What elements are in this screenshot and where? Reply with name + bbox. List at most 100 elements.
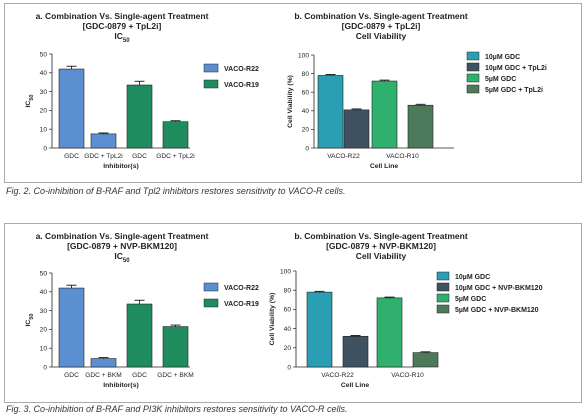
chart-title: b. Combination Vs. Single-agent Treatmen… <box>294 231 467 241</box>
y-tick-label: 50 <box>40 51 48 58</box>
x-tick-label: GDC <box>64 372 79 379</box>
legend-swatch <box>436 282 450 292</box>
y-tick-label: 0 <box>287 364 291 371</box>
chart-fig3-ic50: a. Combination Vs. Single-agent Treatmen… <box>25 231 259 389</box>
chart-subtitle: [GDC-0879 + NVP-BKM120] <box>67 241 177 251</box>
legend-label: 10µM GDC <box>485 54 520 61</box>
x-tick-label: GDC + TpL2i <box>156 153 195 160</box>
chart-subtitle: [GDC-0879 + NVP-BKM120] <box>326 241 436 251</box>
legend-label: VACO-R22 <box>224 285 259 292</box>
legend-label: 10µM GDC <box>455 274 490 281</box>
y-tick-label: 40 <box>284 326 292 333</box>
y-axis-label: Cell Viability (%) <box>287 75 294 128</box>
x-axis-label: Inhibitor(s) <box>103 382 139 389</box>
x-tick-label: GDC <box>132 372 147 379</box>
x-axis-label: Inhibitor(s) <box>103 163 139 170</box>
y-tick-label: 20 <box>302 127 310 134</box>
chart-measure-label: Cell Viability <box>356 31 407 41</box>
bar-series-2 <box>371 80 398 149</box>
chart-measure-label: IC50 <box>114 251 130 264</box>
x-tick-label: GDC + BKM <box>157 372 193 379</box>
bar-series-0 <box>317 75 344 149</box>
y-axis-label: IC50 <box>25 95 35 108</box>
chart-fig2-ic50: a. Combination Vs. Single-agent Treatmen… <box>25 11 259 170</box>
bar-2 <box>126 84 153 149</box>
y-tick-label: 0 <box>43 364 47 371</box>
bar-0 <box>58 68 85 149</box>
figure-2-caption: Fig. 2. Co-inhibition of B-RAF and Tpl2 … <box>6 186 346 196</box>
chart-title: b. Combination Vs. Single-agent Treatmen… <box>294 11 467 21</box>
figure-2-frame <box>4 3 582 183</box>
legend-swatch <box>203 63 219 73</box>
bar-series-3 <box>412 352 439 368</box>
y-tick-label: 20 <box>40 108 48 115</box>
legend-label: 10µM GDC + TpL2i <box>485 65 547 72</box>
y-tick-label: 40 <box>302 108 310 115</box>
y-tick-label: 0 <box>305 145 309 152</box>
legend-label: 10µM GDC + NVP-BKM120 <box>455 285 543 292</box>
legend-swatch <box>466 73 480 83</box>
legend-label: VACO-R19 <box>224 301 259 308</box>
y-tick-label: 80 <box>302 71 310 78</box>
y-tick-label: 30 <box>40 89 48 96</box>
legend-label: 5µM GDC <box>485 76 516 83</box>
legend-swatch <box>436 293 450 303</box>
y-axis-label: Cell Viability (%) <box>269 293 276 346</box>
x-tick-label: VACO-R22 <box>327 153 360 160</box>
y-tick-label: 50 <box>40 270 48 277</box>
y-tick-label: 40 <box>40 289 48 296</box>
y-tick-label: 0 <box>43 145 47 152</box>
y-axis-label: IC50 <box>25 314 35 327</box>
bar-1 <box>90 133 117 149</box>
legend-swatch <box>466 84 480 94</box>
x-tick-label: GDC + BKM <box>85 372 121 379</box>
y-tick-label: 30 <box>40 308 48 315</box>
legend-swatch <box>466 62 480 72</box>
bar-3 <box>162 121 189 149</box>
figure-3-caption: Fig. 3. Co-inhibition of B-RAF and PI3K … <box>6 404 348 414</box>
legend-label: VACO-R19 <box>224 82 259 89</box>
x-tick-label: GDC <box>64 153 79 160</box>
legend-swatch <box>203 79 219 89</box>
chart-subtitle: [GDC-0879 + TpL2i] <box>342 21 421 31</box>
bar-3 <box>162 326 189 368</box>
x-tick-label: GDC + TpL2i <box>84 153 123 160</box>
bar-series-2 <box>376 297 403 368</box>
chart-subtitle: [GDC-0879 + TpL2i] <box>83 21 162 31</box>
bar-series-0 <box>306 291 333 368</box>
bar-series-1 <box>342 335 369 368</box>
legend-label: 5µM GDC + TpL2i <box>485 87 543 94</box>
legend-label: VACO-R22 <box>224 66 259 73</box>
chart-measure-label: IC50 <box>114 31 130 44</box>
legend-swatch <box>466 51 480 61</box>
legend-swatch <box>203 298 219 308</box>
y-tick-label: 10 <box>40 127 48 134</box>
x-axis-label: Cell Line <box>341 382 370 389</box>
legend-swatch <box>203 282 219 292</box>
x-tick-label: VACO-R10 <box>391 372 424 379</box>
y-tick-label: 20 <box>40 327 48 334</box>
y-tick-label: 40 <box>40 70 48 77</box>
y-tick-label: 60 <box>302 90 310 97</box>
bar-1 <box>90 358 117 368</box>
legend-label: 5µM GDC + NVP-BKM120 <box>455 307 539 314</box>
chart-measure-label: Cell Viability <box>356 251 407 261</box>
legend-swatch <box>436 271 450 281</box>
y-tick-label: 60 <box>284 307 292 314</box>
bar-2 <box>126 303 153 368</box>
x-tick-label: GDC <box>132 153 147 160</box>
chart-title: a. Combination Vs. Single-agent Treatmen… <box>36 11 209 21</box>
chart-fig3-viability: b. Combination Vs. Single-agent Treatmen… <box>269 231 543 389</box>
x-axis-label: Cell Line <box>370 163 399 170</box>
chart-fig2-viability: b. Combination Vs. Single-agent Treatmen… <box>287 11 547 170</box>
x-tick-label: VACO-R22 <box>321 372 354 379</box>
chart-title: a. Combination Vs. Single-agent Treatmen… <box>36 231 209 241</box>
y-tick-label: 100 <box>280 268 291 275</box>
legend-swatch <box>436 304 450 314</box>
y-tick-label: 80 <box>284 288 292 295</box>
x-tick-label: VACO-R10 <box>386 153 419 160</box>
bar-series-1 <box>343 109 370 149</box>
legend-label: 5µM GDC <box>455 296 486 303</box>
y-tick-label: 10 <box>40 346 48 353</box>
